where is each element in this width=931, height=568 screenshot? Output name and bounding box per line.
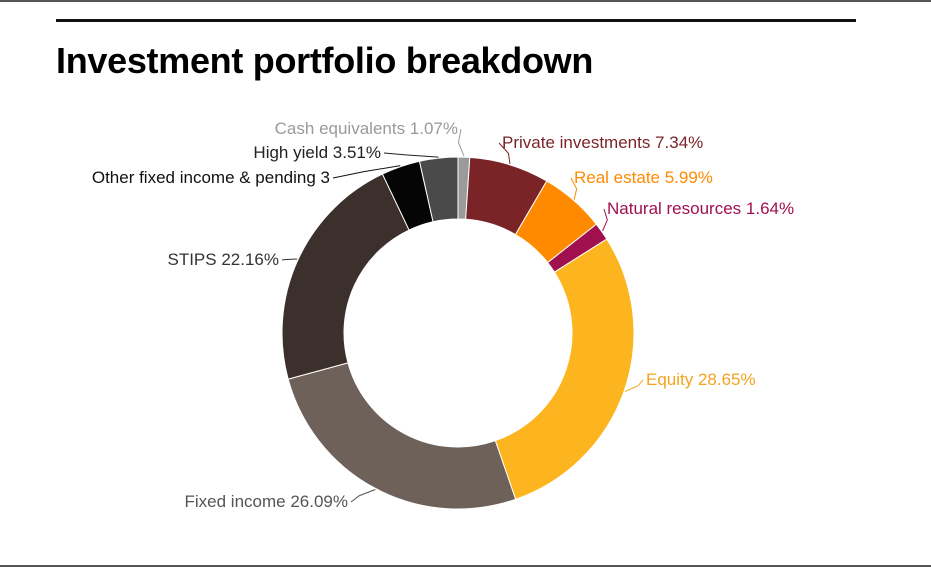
leader-line-cash-equivalents [457,128,465,157]
leader-line-stips [281,258,298,261]
data-label-private-investments: Private investments 7.34% [502,133,703,152]
data-label-stips: STIPS 22.16% [167,250,279,269]
title-rule [56,19,856,22]
leader-line-high-yield [383,152,439,158]
data-label-fixed-income: Fixed income 26.09% [185,492,348,511]
data-label-cash-equivalents: Cash equivalents 1.07% [275,119,458,138]
slice-equity [494,238,635,500]
data-label-high-yield: High yield 3.51% [253,143,381,162]
leader-line-private-investments [498,142,511,164]
slice-fixed-income [287,362,517,510]
data-label-real-estate: Real estate 5.99% [574,168,713,187]
data-label-other-fixed-income-and-pending: Other fixed income & pending 3 [92,168,330,187]
data-label-natural-resources: Natural resources 1.64% [607,199,794,218]
leader-line-real-estate [570,177,578,200]
chart-title: Investment portfolio breakdown [56,40,594,81]
data-label-equity: Equity 28.65% [646,370,756,389]
leader-line-natural-resources [602,208,608,232]
leader-line-fixed-income [350,489,376,503]
slice-high-yield [418,156,459,223]
bottom-frame-border [0,565,931,567]
leader-line-equity [624,379,644,392]
slice-stips [281,173,410,380]
top-frame-border [0,0,931,2]
leader-line-other-fixed-income-and-pending [332,165,401,179]
